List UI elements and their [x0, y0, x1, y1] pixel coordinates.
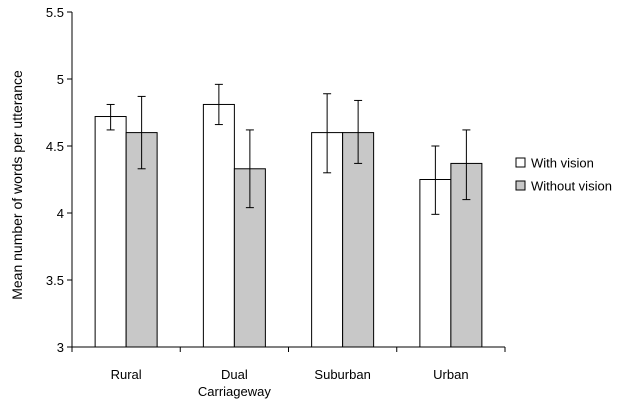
y-tick-label-3: 4.5 — [46, 139, 64, 154]
plot-area: 3 3.5 4 4.5 5 5.5 Rural Dual Carriageway Suburban… — [46, 5, 506, 399]
x-tick-label-2-0: Suburban — [314, 367, 370, 382]
legend: With vision Without vision — [515, 156, 612, 194]
y-tick-label-4: 5 — [57, 72, 64, 87]
bar-s0-c0 — [94, 116, 127, 348]
y-tick-label-1: 3.5 — [46, 273, 64, 288]
y-tick-label-2: 4 — [57, 206, 64, 221]
y-tick-label-0: 3 — [57, 340, 64, 355]
legend-swatch-1 — [515, 180, 526, 191]
y-tick-label-5: 5.5 — [46, 5, 64, 20]
bar-s1-c0 — [125, 132, 158, 348]
x-tick-label-0-0: Rural — [111, 367, 142, 382]
x-tick-label-1-0: Dual — [221, 367, 248, 382]
legend-swatch-0 — [515, 157, 526, 168]
y-axis-title-group: Mean number of words per utterance — [9, 70, 25, 300]
bar-s0-c1 — [202, 103, 235, 348]
legend-label-0: With vision — [531, 156, 594, 171]
x-tick-label-3-0: Urban — [433, 367, 468, 382]
bar-s1-c2 — [342, 132, 375, 348]
x-tick-label-1-1: Carriageway — [198, 384, 271, 399]
y-axis-title: Mean number of words per utterance — [9, 70, 25, 300]
legend-label-1: Without vision — [531, 179, 612, 194]
